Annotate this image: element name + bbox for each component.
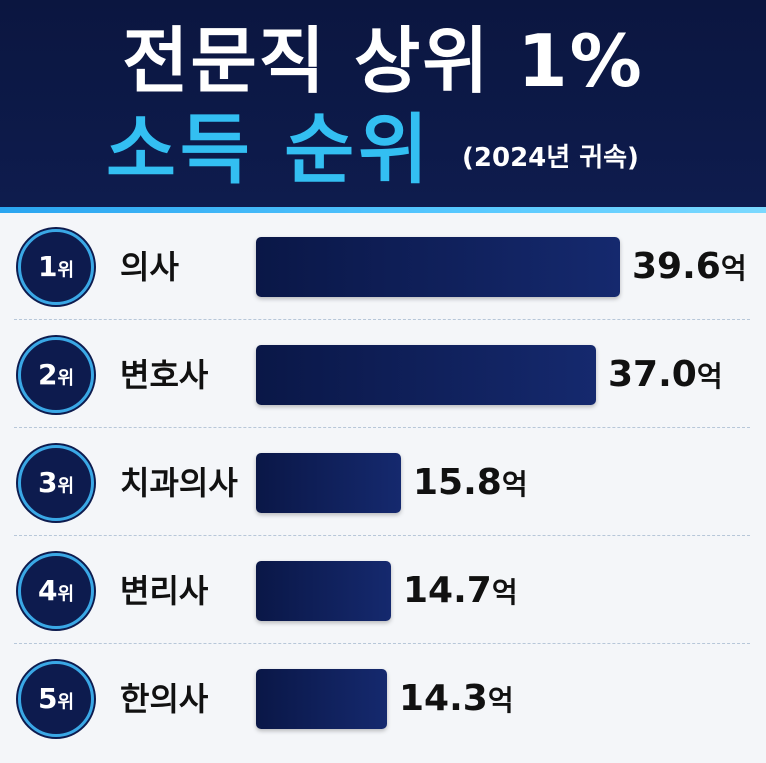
rank-suffix: 위 — [57, 260, 75, 281]
chart-row: 3위 치과의사 15.8억 — [0, 429, 766, 537]
chart-row: 1위 의사 39.6억 — [0, 213, 766, 321]
chart-row: 4위 변리사 14.7억 — [0, 537, 766, 645]
value-unit: 억 — [696, 360, 723, 393]
value-unit: 억 — [720, 252, 747, 285]
bar — [256, 561, 391, 621]
bar — [256, 237, 620, 297]
chart-row: 5위 한의사 14.3억 — [0, 645, 766, 753]
bar — [256, 345, 596, 405]
subtitle: (2024년 귀속) — [462, 143, 639, 173]
rank-badge: 5위 — [18, 661, 94, 737]
category-label: 치과의사 — [120, 464, 238, 502]
value-unit: 억 — [501, 468, 528, 501]
value-label: 37.0억 — [608, 353, 723, 399]
value-unit: 억 — [487, 684, 514, 717]
title-line2: 소득 순위 — [106, 105, 433, 194]
rank-badge: 1위 — [18, 229, 94, 305]
bar-chart: 1위 의사 39.6억 2위 변호사 37.0억 3위 치과의사 15.8억 4위 변리사 14.7억… — [0, 213, 766, 763]
category-label: 변리사 — [120, 572, 209, 610]
row-divider — [14, 427, 750, 428]
rank-badge: 2위 — [18, 337, 94, 413]
chart-row: 2위 변호사 37.0억 — [0, 321, 766, 429]
value-number: 39.6 — [632, 246, 721, 287]
value-label: 14.7억 — [403, 569, 518, 615]
value-label: 15.8억 — [413, 461, 528, 507]
category-label: 의사 — [120, 248, 179, 286]
row-divider — [14, 319, 750, 320]
rank-number: 1 — [37, 250, 58, 283]
header-accent-line — [0, 207, 766, 213]
bar — [256, 669, 387, 729]
rank-number: 5 — [37, 682, 58, 715]
category-label: 변호사 — [120, 356, 209, 394]
rank-suffix: 위 — [57, 368, 75, 389]
rank-badge: 3위 — [18, 445, 94, 521]
row-divider — [14, 535, 750, 536]
rank-badge: 4위 — [18, 553, 94, 629]
value-label: 39.6억 — [632, 245, 747, 291]
value-unit: 억 — [491, 576, 518, 609]
value-number: 15.8 — [413, 462, 502, 503]
value-number: 14.7 — [403, 570, 492, 611]
rank-suffix: 위 — [57, 584, 75, 605]
bar — [256, 453, 401, 513]
value-label: 14.3억 — [399, 677, 514, 723]
header: 전문직 상위 1% 소득 순위 (2024년 귀속) — [0, 0, 766, 212]
rank-suffix: 위 — [57, 692, 75, 713]
value-number: 14.3 — [399, 678, 488, 719]
title-line1: 전문직 상위 1% — [122, 19, 644, 103]
rank-suffix: 위 — [57, 476, 75, 497]
rank-number: 2 — [37, 358, 58, 391]
category-label: 한의사 — [120, 680, 209, 718]
value-number: 37.0 — [608, 354, 697, 395]
rank-number: 4 — [37, 574, 58, 607]
rank-number: 3 — [37, 466, 58, 499]
row-divider — [14, 643, 750, 644]
